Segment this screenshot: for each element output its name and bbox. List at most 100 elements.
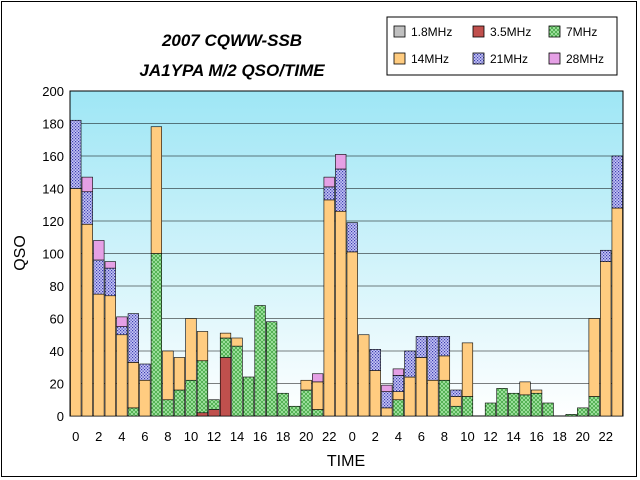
y-tick-label: 40	[50, 344, 64, 359]
x-tick-label: 22	[598, 429, 612, 444]
bar-segment-7mhz	[392, 399, 404, 417]
bar-segment-7mhz	[196, 360, 209, 414]
x-tick-label: 20	[575, 429, 589, 444]
x-tick-label: 18	[276, 429, 290, 444]
bar-segment-14mhz	[461, 342, 474, 397]
x-tick-label: 16	[529, 429, 543, 444]
x-tick-label: 6	[141, 429, 148, 444]
legend-swatch	[472, 52, 485, 65]
y-tick-label: 0	[57, 409, 64, 424]
bar-segment-14mhz	[415, 357, 427, 417]
y-tick-label: 140	[42, 182, 64, 197]
bar-segment-21mhz	[346, 222, 358, 253]
bar-segment-14mhz	[530, 389, 543, 394]
legend-box	[386, 16, 618, 76]
y-tick-label: 80	[50, 279, 64, 294]
bar-segment-28mhz	[381, 384, 393, 392]
x-tick-label: 8	[441, 429, 448, 444]
bar-segment-21mhz	[611, 155, 623, 209]
bar-segment-21mhz	[104, 267, 116, 297]
bar-segment-14mhz	[219, 332, 232, 339]
bar-segment-7mhz	[312, 409, 324, 417]
y-tick-label: 200	[42, 84, 64, 99]
bar-segment-21mhz	[139, 363, 151, 381]
bar-segment-21mhz	[404, 350, 416, 378]
bar-segment-7mhz	[542, 402, 554, 417]
legend-swatch	[548, 25, 561, 38]
bar-segment-7mhz	[507, 392, 520, 417]
bar-segment-7mhz	[150, 253, 163, 417]
x-tick-label: 2	[95, 429, 102, 444]
bar-segment-28mhz	[116, 316, 128, 327]
bar-segment-14mhz	[300, 379, 312, 391]
bar-segment-7mhz	[565, 414, 577, 417]
bar-segment-21mhz	[415, 336, 427, 358]
x-tick-labels: 0 2 4 6 8 10 12 14 16 18 20 22 0 2 4 6 8 10 12 14 16 18 20 22	[72, 429, 613, 444]
bar-segment-7mhz	[450, 405, 462, 417]
bar-segment-14mhz	[231, 337, 243, 347]
x-tick-label: 2	[372, 429, 379, 444]
bar-segment-14mhz	[519, 381, 531, 396]
bar-segment-14mhz	[196, 331, 209, 362]
bar-segment-14mhz	[450, 396, 462, 407]
legend-label: 14MHz	[411, 52, 449, 66]
x-tick-label: 8	[164, 429, 171, 444]
x-tick-label: 0	[349, 429, 356, 444]
x-tick-label: 14	[230, 429, 244, 444]
y-tick-label: 20	[50, 377, 64, 392]
bar-segment-14mhz	[81, 223, 93, 417]
legend: 1.8MHz 3.5MHz 7MHz 14MHz 21MHz 28MHz	[386, 16, 618, 76]
bar-segment-14mhz	[381, 407, 393, 417]
bar-segment-7mhz	[242, 376, 255, 417]
bar-segment-7mhz	[231, 345, 243, 417]
bar-segment-14mhz	[139, 379, 151, 417]
bar-segment-7mhz	[519, 394, 531, 417]
x-tick-label: 14	[506, 429, 520, 444]
y-tick-label: 60	[50, 312, 64, 327]
bar-segment-28mhz	[81, 176, 93, 193]
bar-segment-28mhz	[323, 176, 335, 188]
legend-label: 28MHz	[566, 52, 604, 66]
bar-segment-28mhz	[392, 368, 404, 376]
bar-segment-7mhz	[266, 321, 278, 417]
x-tick-label: 10	[184, 429, 198, 444]
bar-segment-21mhz	[323, 186, 335, 201]
bar-segment-14mhz	[150, 126, 163, 254]
bar-segment-7mhz	[496, 388, 508, 417]
bar-segment-14mhz	[162, 350, 174, 401]
bar-segment-7mhz	[219, 337, 232, 358]
bar-segment-21mhz	[335, 168, 347, 212]
bar-segment-28mhz	[93, 240, 105, 261]
bar-segment-7mhz	[484, 402, 497, 417]
bar-segment-3-5mhz	[219, 357, 232, 417]
bar-segment-7mhz	[461, 396, 474, 417]
bar-segment-7mhz	[173, 389, 186, 417]
bar-segment-14mhz	[392, 391, 404, 401]
bar-segment-21mhz	[70, 119, 82, 189]
legend-label: 3.5MHz	[490, 25, 531, 39]
x-tick-label: 22	[322, 429, 336, 444]
bar-segment-14mhz	[70, 188, 82, 417]
bar-segment-14mhz	[438, 355, 451, 381]
y-tick-label: 180	[42, 117, 64, 132]
x-tick-label: 4	[118, 429, 125, 444]
bar-segment-7mhz	[127, 407, 139, 417]
bar-segment-14mhz	[588, 318, 600, 397]
bar-segment-21mhz	[81, 191, 93, 225]
x-tick-label: 18	[552, 429, 566, 444]
bar-segment-14mhz	[93, 293, 105, 417]
bar-segment-14mhz	[323, 199, 335, 417]
x-axis-label: TIME	[327, 453, 365, 470]
bar-segment-21mhz	[600, 249, 612, 262]
bar-segment-3-5mhz	[208, 409, 220, 417]
legend-swatch	[393, 25, 406, 38]
bar-segment-21mhz	[450, 389, 462, 397]
bar-segment-21mhz	[392, 375, 404, 392]
bar-segment-14mhz	[600, 261, 612, 417]
bar-segment-21mhz	[381, 391, 393, 409]
bar-segment-28mhz	[104, 261, 116, 269]
chart-title-line-2: JA1YPA M/2 QSO/TIME	[139, 61, 325, 80]
bar-segment-7mhz	[588, 396, 600, 417]
